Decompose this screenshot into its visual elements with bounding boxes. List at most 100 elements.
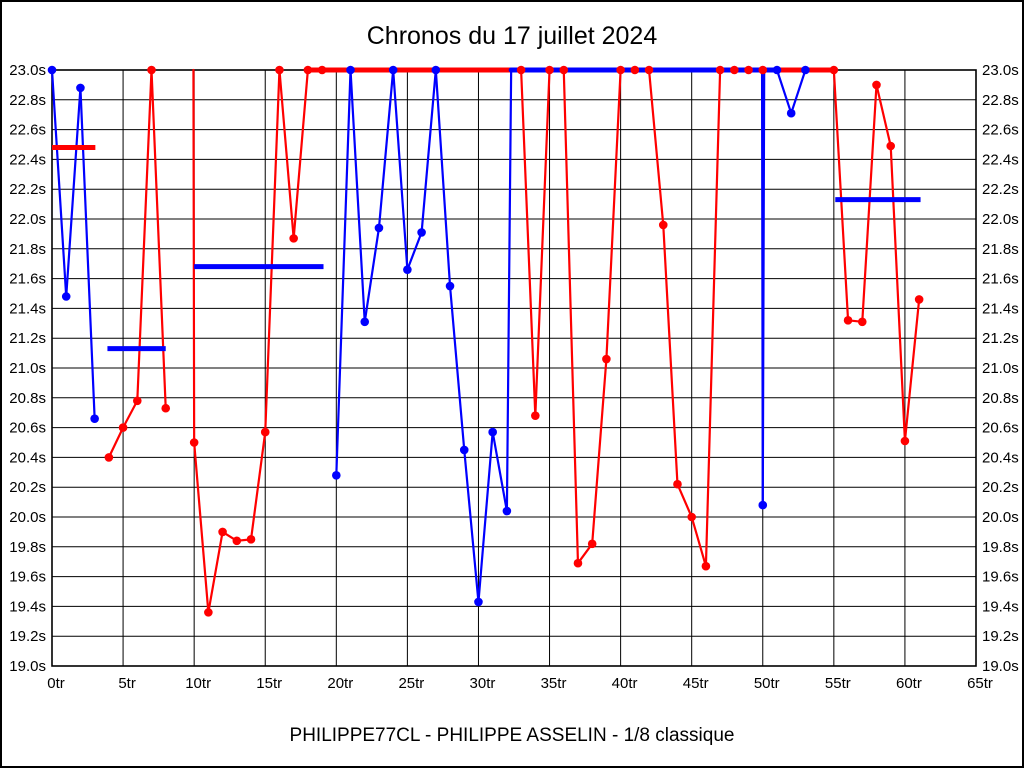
- series-line-red-driver: [903, 298, 921, 443]
- y-axis-label-right: 19.2s: [982, 628, 1019, 645]
- x-axis-label: 10tr: [185, 675, 211, 692]
- series-line-blue-driver: [349, 68, 366, 323]
- data-point-blue-driver: [47, 65, 57, 75]
- series-line-red-driver: [534, 68, 551, 417]
- data-point-blue-driver: [76, 83, 85, 93]
- series-line-red-driver: [150, 68, 167, 410]
- data-point-blue-driver: [61, 292, 71, 301]
- y-axis-label-left: 20.8s: [9, 390, 46, 407]
- y-axis-label-left: 22.6s: [9, 122, 46, 139]
- data-point-red-driver: [900, 436, 910, 446]
- data-point-blue-driver: [360, 317, 370, 327]
- series-line-blue-driver: [335, 68, 352, 477]
- series-line-red-driver: [605, 68, 622, 361]
- series-line-red-driver: [264, 68, 281, 434]
- series-line-red-driver: [121, 399, 139, 429]
- data-point-red-driver: [559, 65, 569, 75]
- y-axis-label-left: 23.0s: [9, 62, 46, 79]
- data-point-red-driver: [602, 354, 611, 364]
- y-axis-label-left: 21.8s: [9, 241, 46, 258]
- series-line-blue-driver: [790, 68, 807, 115]
- series-line-blue-driver: [463, 448, 480, 604]
- series-line-blue-driver: [420, 68, 437, 234]
- series-line-blue-driver: [434, 68, 452, 288]
- data-point-blue-driver: [772, 65, 782, 75]
- data-point-red-driver: [132, 396, 142, 406]
- data-point-red-driver: [545, 65, 554, 75]
- x-axis-label: 35tr: [541, 675, 567, 692]
- data-point-blue-driver: [758, 500, 768, 510]
- series-line-red-driver: [662, 223, 679, 486]
- data-point-red-driver: [531, 411, 540, 420]
- x-axis-label: 25tr: [398, 675, 424, 692]
- y-axis-label-left: 21.2s: [9, 330, 46, 347]
- y-axis-label-right: 22.0s: [982, 211, 1019, 228]
- y-axis-label-left: 22.4s: [9, 151, 46, 168]
- data-point-red-driver: [147, 65, 156, 75]
- x-axis-label: 0tr: [47, 675, 65, 692]
- series-line-red-driver: [193, 441, 210, 614]
- y-axis-label-left: 21.0s: [9, 360, 46, 377]
- data-point-blue-driver: [388, 65, 398, 75]
- data-point-red-driver: [744, 65, 753, 75]
- series-line-blue-driver: [377, 68, 395, 230]
- data-point-blue-driver: [346, 65, 355, 75]
- y-axis-label-right: 22.4s: [982, 151, 1019, 168]
- x-axis-label: 50tr: [754, 675, 780, 692]
- series-line-blue-driver: [775, 68, 793, 115]
- series-line-red-driver: [832, 68, 850, 322]
- data-point-red-driver: [104, 453, 114, 462]
- y-axis-label-left: 22.0s: [9, 211, 46, 228]
- data-point-red-driver: [886, 141, 896, 151]
- series-line-blue-driver: [50, 68, 68, 298]
- data-point-blue-driver: [417, 228, 426, 237]
- y-axis-label-right: 20.2s: [982, 479, 1019, 496]
- data-point-red-driver: [587, 539, 597, 549]
- series-line-red-driver: [704, 68, 722, 568]
- data-point-blue-driver: [90, 414, 99, 423]
- series-line-red-driver: [249, 430, 267, 541]
- data-point-red-driver: [260, 427, 270, 437]
- series-line-red-driver: [889, 144, 907, 443]
- data-point-red-driver: [303, 65, 313, 75]
- data-point-red-driver: [914, 295, 924, 304]
- series-line-red-driver: [861, 83, 878, 323]
- series-line-blue-driver: [406, 231, 423, 271]
- y-axis-label-right: 23.0s: [982, 62, 1019, 79]
- y-axis-label-left: 22.2s: [9, 181, 46, 198]
- y-axis-label-right: 19.6s: [982, 569, 1019, 586]
- series-line-red-driver: [875, 83, 892, 148]
- series-line-blue-driver: [363, 226, 381, 323]
- y-axis-label-left: 21.4s: [9, 300, 46, 317]
- series-line-red-driver: [107, 426, 125, 459]
- data-point-blue-driver: [403, 265, 412, 274]
- x-axis-label: 30tr: [470, 675, 496, 692]
- data-point-red-driver: [630, 65, 640, 75]
- data-point-red-driver: [246, 535, 256, 544]
- data-point-red-driver: [843, 316, 853, 325]
- y-axis-label-left: 20.0s: [9, 509, 46, 526]
- x-axis-label: 20tr: [327, 675, 353, 692]
- x-axis-label: 55tr: [825, 675, 851, 692]
- data-point-blue-driver: [374, 223, 384, 233]
- data-point-blue-driver: [502, 506, 512, 516]
- x-axis-label: 65tr: [967, 675, 993, 692]
- y-axis-label-right: 22.6s: [982, 122, 1019, 139]
- y-axis-label-right: 19.0s: [982, 658, 1019, 675]
- data-point-red-driver: [275, 65, 284, 75]
- x-axis-label: 5tr: [118, 675, 136, 692]
- data-point-red-driver: [872, 80, 881, 90]
- y-axis-label-right: 20.6s: [982, 420, 1019, 437]
- data-point-red-driver: [616, 65, 625, 75]
- y-axis-label-left: 19.8s: [9, 539, 46, 556]
- y-axis-label-left: 19.0s: [9, 658, 46, 675]
- series-line-red-driver: [136, 68, 153, 402]
- data-point-red-driver: [232, 536, 242, 546]
- series-line-blue-driver: [491, 430, 508, 513]
- y-axis-label-right: 19.8s: [982, 539, 1019, 556]
- y-axis-label-right: 19.4s: [982, 598, 1019, 615]
- series-line-red-driver: [591, 357, 608, 545]
- data-point-red-driver: [118, 423, 128, 432]
